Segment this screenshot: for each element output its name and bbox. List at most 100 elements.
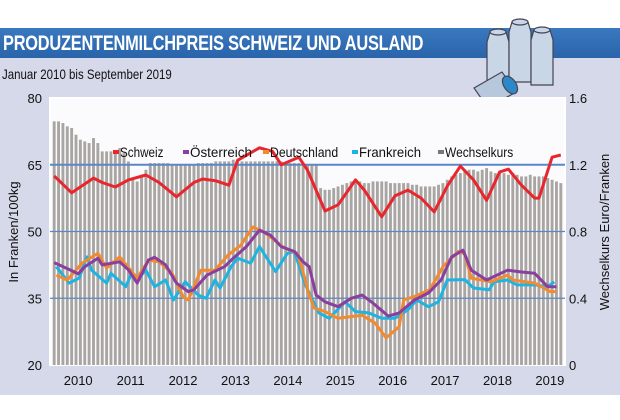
exchange-rate-bar bbox=[332, 188, 336, 365]
exchange-rate-bar bbox=[319, 188, 323, 365]
right-tick-label: 0.4 bbox=[569, 291, 587, 306]
exchange-rate-bar bbox=[472, 169, 475, 365]
exchange-rate-bar bbox=[546, 178, 550, 365]
exchange-rate-bar bbox=[148, 163, 152, 365]
x-tick-label: 2011 bbox=[117, 373, 145, 388]
exchange-rate-bar bbox=[397, 183, 401, 365]
exchange-rate-bar bbox=[389, 183, 392, 365]
exchange-rate-bar bbox=[502, 173, 506, 365]
exchange-rate-bar bbox=[240, 161, 244, 365]
exchange-rate-bar bbox=[524, 176, 528, 365]
exchange-rate-bar bbox=[205, 163, 209, 365]
series-line-oesterreich bbox=[53, 228, 557, 318]
exchange-rate-bar bbox=[528, 174, 532, 365]
exchange-rate-bar bbox=[310, 164, 314, 365]
exchange-rate-bar bbox=[65, 126, 69, 366]
legend-swatch bbox=[352, 150, 358, 154]
exchange-rate-bar bbox=[236, 159, 240, 365]
left-tick-label: 35 bbox=[28, 291, 42, 306]
exchange-rate-bar bbox=[271, 161, 275, 365]
exchange-rate-bar bbox=[87, 143, 91, 365]
exchange-rate-bar bbox=[183, 164, 187, 365]
right-axis-title: Wechselkurs Euro/Franken bbox=[597, 154, 612, 311]
legend-swatch bbox=[183, 150, 189, 154]
exchange-rate-bar bbox=[533, 176, 537, 365]
exchange-rate-bar bbox=[223, 161, 226, 365]
right-tick-label: 0.8 bbox=[569, 225, 587, 240]
exchange-rate-bar bbox=[135, 181, 139, 365]
legend-swatch bbox=[263, 150, 269, 154]
exchange-rate-bar bbox=[380, 181, 384, 365]
exchange-rate-bar bbox=[275, 161, 279, 365]
exchange-rate-bar bbox=[336, 186, 340, 365]
x-tick-label: 2017 bbox=[431, 373, 460, 388]
exchange-rate-bar bbox=[349, 181, 353, 365]
exchange-rate-bar bbox=[393, 183, 397, 365]
exchange-rate-bar bbox=[157, 163, 161, 365]
exchange-rate-bar bbox=[345, 183, 349, 365]
legend-swatch bbox=[113, 150, 119, 154]
exchange-rate-bar bbox=[323, 189, 327, 365]
exchange-rate-bar bbox=[375, 181, 379, 365]
x-tick-label: 2012 bbox=[169, 373, 198, 388]
exchange-rate-bar bbox=[419, 186, 423, 365]
exchange-rate-bar bbox=[511, 173, 515, 365]
exchange-rate-bar bbox=[362, 183, 366, 365]
left-axis-title: In Franken/100kg bbox=[6, 181, 21, 282]
chart-subtitle: Januar 2010 bis September 2019 bbox=[2, 66, 172, 82]
x-tick-label: 2014 bbox=[273, 373, 302, 388]
exchange-rate-bar bbox=[354, 181, 357, 365]
exchange-rate-bar bbox=[327, 189, 331, 365]
exchange-rate-bar bbox=[402, 183, 406, 365]
exchange-rate-bar bbox=[454, 174, 458, 365]
legend-label: Deutschland bbox=[270, 144, 338, 160]
exchange-rate-bar bbox=[61, 123, 65, 365]
exchange-rate-bar bbox=[109, 151, 113, 365]
exchange-rate-bar bbox=[288, 163, 292, 365]
exchange-rate-bar bbox=[340, 184, 344, 365]
exchange-rate-bar bbox=[57, 121, 60, 365]
series-lines bbox=[53, 146, 562, 340]
left-tick-label: 50 bbox=[28, 225, 42, 240]
exchange-rate-bar bbox=[122, 153, 126, 365]
exchange-rate-bar bbox=[78, 139, 82, 365]
milk-cans-illustration bbox=[473, 18, 554, 122]
exchange-rate-bar bbox=[292, 163, 296, 365]
exchange-rate-bar bbox=[480, 169, 484, 365]
exchange-rate-bar bbox=[201, 163, 205, 365]
right-axis-ticks: 0 0.4 0.8 1.2 1.6 bbox=[569, 91, 587, 373]
exchange-rate-bar bbox=[175, 164, 178, 365]
exchange-rate-bar bbox=[244, 161, 248, 365]
exchange-rate-bar bbox=[371, 181, 375, 365]
exchange-rate-bar bbox=[541, 176, 545, 365]
exchange-rate-bar bbox=[432, 186, 436, 365]
x-tick-label: 2010 bbox=[64, 373, 93, 388]
left-tick-label: 20 bbox=[28, 358, 42, 373]
exchange-rate-bar bbox=[314, 164, 318, 365]
exchange-rate-bar bbox=[170, 164, 174, 365]
exchange-rate-bar bbox=[214, 161, 218, 365]
legend: Schweiz Österreich Deutschland Frankreich We… bbox=[113, 143, 513, 160]
exchange-rate-bar bbox=[489, 171, 493, 365]
series-line-schweiz bbox=[53, 146, 562, 219]
exchange-rate-bar bbox=[262, 161, 266, 365]
exchange-rate-bar bbox=[192, 164, 196, 365]
right-tick-label: 1.6 bbox=[569, 91, 587, 106]
exchange-rate-bar bbox=[92, 138, 95, 365]
gridlines bbox=[50, 163, 565, 299]
x-tick-label: 2015 bbox=[326, 373, 355, 388]
exchange-rate-bar bbox=[258, 161, 261, 365]
exchange-rate-bar bbox=[153, 163, 157, 365]
left-tick-label: 80 bbox=[28, 91, 42, 106]
exchange-rate-bar bbox=[515, 174, 519, 365]
exchange-rate-bar bbox=[196, 163, 200, 365]
exchange-rate-bar bbox=[463, 171, 467, 365]
legend-label: Schweiz bbox=[120, 144, 163, 160]
legend-label: Wechselkurs bbox=[445, 144, 513, 160]
legend-label: Österreich bbox=[190, 143, 252, 160]
exchange-rate-bar bbox=[209, 163, 213, 365]
exchange-rate-bar bbox=[358, 181, 362, 365]
exchange-rate-bar bbox=[179, 164, 183, 365]
exchange-rate-bar bbox=[550, 179, 554, 365]
